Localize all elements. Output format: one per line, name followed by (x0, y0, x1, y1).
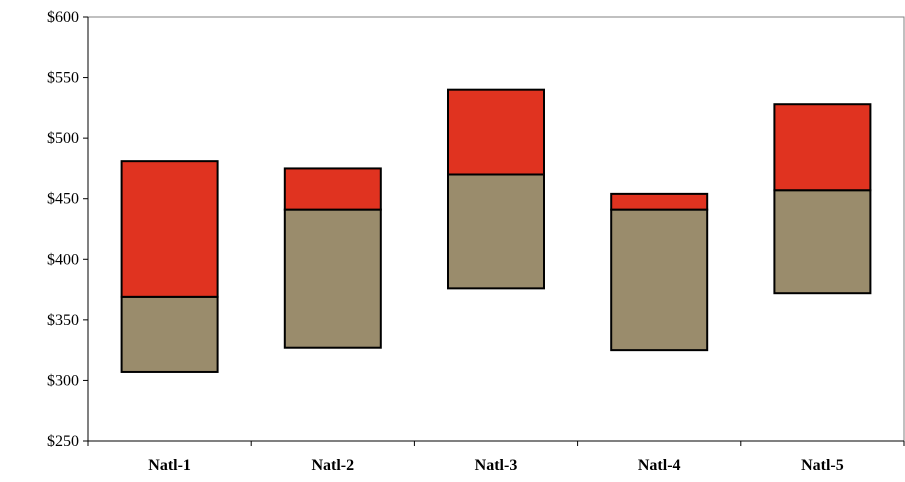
x-category-label: Natl-2 (311, 457, 354, 474)
y-tick-label: $250 (47, 433, 79, 450)
x-category-label: Natl-5 (801, 457, 844, 474)
bar-segment-upper-natl-3 (447, 88, 545, 176)
bar-segment-upper-natl-4 (610, 192, 709, 211)
bar-segment-lower-natl-2 (283, 208, 382, 349)
y-tick-label: $600 (47, 9, 79, 26)
y-tick-label: $400 (47, 251, 79, 268)
y-tick-label: $450 (47, 191, 79, 208)
bar-segment-upper-natl-2 (283, 167, 382, 211)
y-tick-label: $550 (47, 70, 79, 87)
x-category-label: Natl-4 (638, 457, 681, 474)
bar-segment-upper-natl-1 (120, 160, 219, 298)
y-tick-label: $300 (47, 372, 79, 389)
x-category-label: Natl-3 (475, 457, 518, 474)
bar-segment-lower-natl-5 (773, 189, 872, 295)
y-tick-label: $500 (47, 130, 79, 147)
bar-segment-lower-natl-3 (447, 173, 545, 290)
bar-segment-lower-natl-4 (610, 208, 709, 352)
x-category-label: Natl-1 (148, 457, 191, 474)
bar-segment-lower-natl-1 (120, 295, 219, 373)
y-tick-label: $350 (47, 312, 79, 329)
bar-segment-upper-natl-5 (773, 103, 872, 192)
